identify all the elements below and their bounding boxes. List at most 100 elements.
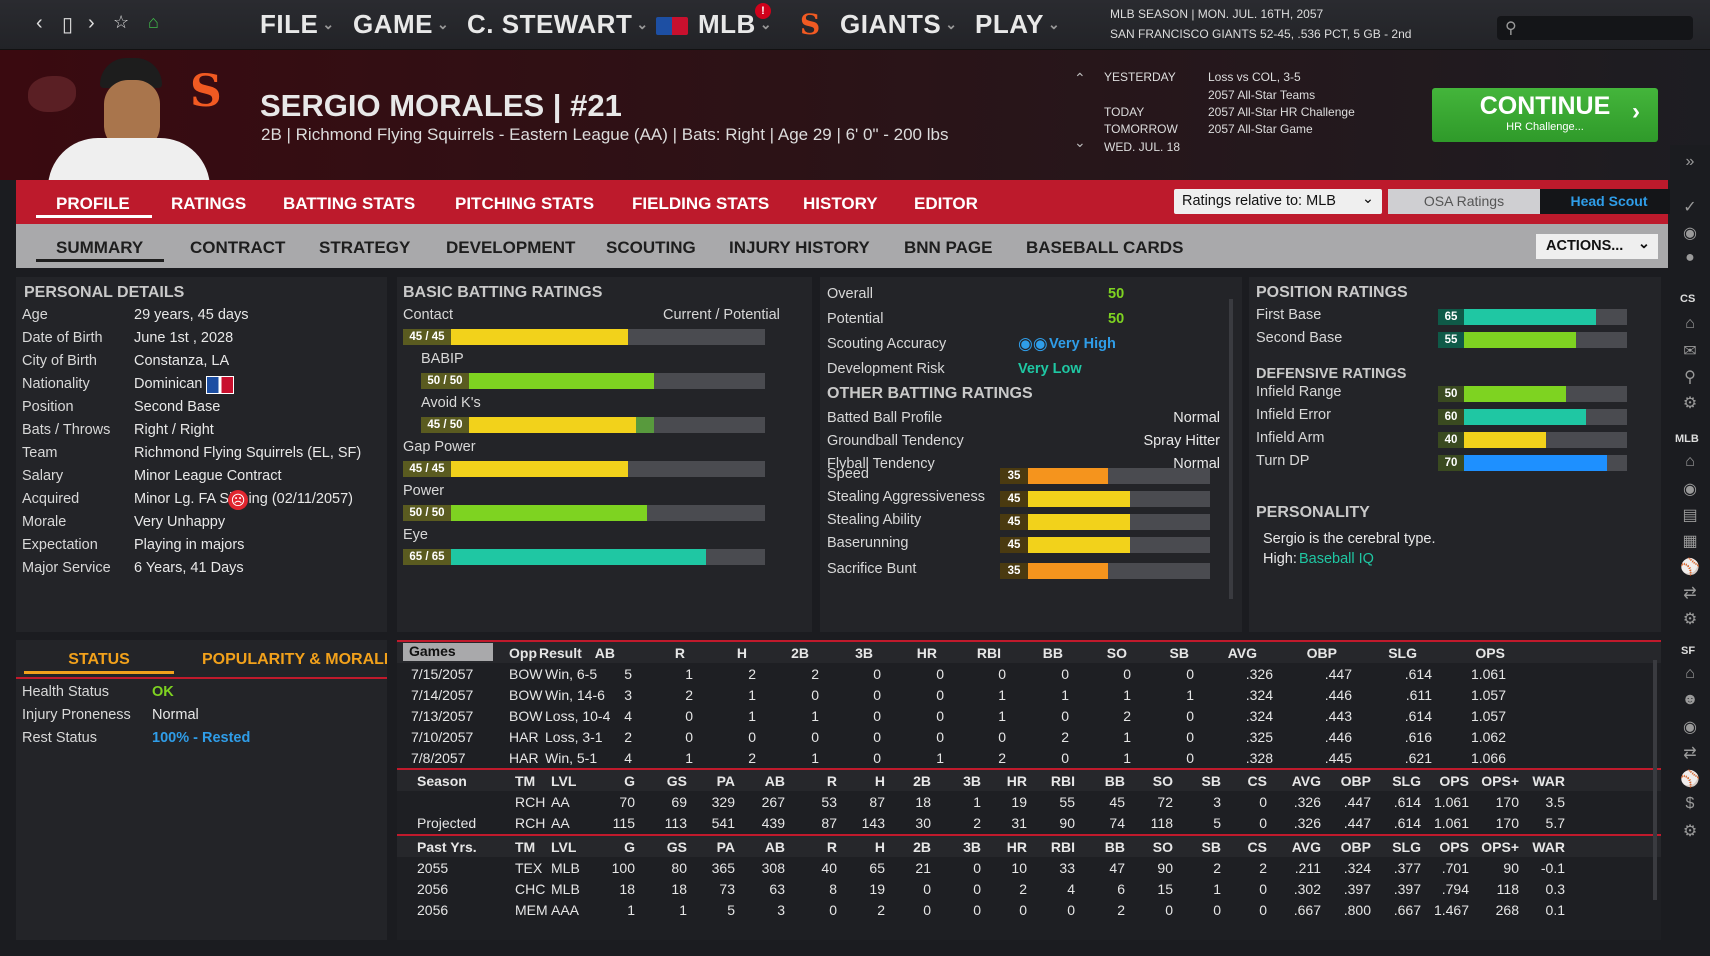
- past-label: 2056: [417, 902, 449, 918]
- tab-summary[interactable]: SUMMARY: [56, 238, 144, 257]
- double-chevron-icon[interactable]: »: [1685, 153, 1695, 170]
- tab-scouting[interactable]: SCOUTING: [606, 238, 696, 257]
- defensive-rating-bar: 60: [1438, 409, 1627, 425]
- season-row[interactable]: RCH AA 70 69 329 267 53 87 18 1 19 55 45 72 3 0 .326 .447…: [397, 791, 1661, 814]
- menu-manager[interactable]: C. STEWART ⌄: [467, 9, 649, 39]
- past-row[interactable]: 2056 CHC MLB 18 18 73 63 8 19 0 0 2 4 6 15 1 0 .302 .397 .3…: [397, 878, 1661, 901]
- tab-fielding-stats[interactable]: FIELDING STATS: [632, 194, 770, 213]
- gear-icon[interactable]: ⚙: [1682, 611, 1698, 628]
- home-icon[interactable]: ⌂: [1685, 665, 1695, 682]
- allstar-teams-value[interactable]: 2057 All-Star Teams: [1208, 88, 1316, 102]
- menu-file[interactable]: FILE ⌄: [260, 9, 335, 39]
- games-column-header: H: [736, 645, 747, 661]
- tab-strategy[interactable]: STRATEGY: [319, 238, 411, 257]
- transfer-icon[interactable]: ⇄: [1683, 585, 1697, 602]
- yesterday-value[interactable]: Loss vs COL, 3-5: [1208, 70, 1301, 84]
- transfer-icon[interactable]: ⇄: [1683, 745, 1697, 762]
- continue-button[interactable]: CONTINUE HR Challenge... ›: [1432, 88, 1658, 142]
- tab-pitching-stats[interactable]: PITCHING STATS: [455, 194, 595, 213]
- season-team: AA: [551, 794, 570, 810]
- expectation-value: Playing in majors: [134, 537, 245, 553]
- speed-rating-fill: [1028, 514, 1131, 530]
- past-column-header: G: [624, 839, 635, 855]
- past-header-row: Past Yrs. TM LVL G GS PA AB R H 2B 3B HR RBI BB SO SB CS…: [397, 834, 1661, 857]
- tab-history[interactable]: HISTORY: [803, 194, 878, 213]
- past-column-header: SLG: [1392, 839, 1421, 855]
- home-icon[interactable]: ⌂: [1685, 453, 1695, 470]
- location-icon[interactable]: ◉: [1683, 481, 1697, 498]
- tab-popularity-morale[interactable]: POPULARITY & MORALE: [202, 651, 387, 668]
- home-icon[interactable]: ⌂: [148, 12, 159, 32]
- bulb-icon[interactable]: ●: [1685, 249, 1695, 266]
- search-icon[interactable]: ⚲: [1684, 369, 1696, 386]
- forward-icon[interactable]: ›: [88, 12, 95, 34]
- globe-icon[interactable]: ◉: [1683, 225, 1697, 242]
- game-row[interactable]: 7/15/2057 BOW Win, 6-5 5 1 2 2 0 0 0 0 0 0 .326 .447 .6…: [397, 663, 1661, 686]
- past-stat: 2: [877, 902, 885, 918]
- game-row[interactable]: 7/10/2057 HAR Loss, 3-1 2 0 0 0 0 0 0 2 1 0 .325 .446.…: [397, 726, 1661, 749]
- tab-development[interactable]: DEVELOPMENT: [446, 238, 576, 257]
- tab-contract[interactable]: CONTRACT: [190, 238, 286, 257]
- gear-icon[interactable]: ⚙: [1682, 395, 1698, 412]
- baseball-icon[interactable]: ⚾: [1680, 559, 1700, 576]
- game-opponent: HAR: [509, 750, 539, 766]
- player-info: 2B | Richmond Flying Squirrels - Eastern…: [261, 125, 949, 144]
- gear-icon[interactable]: ⚙: [1682, 823, 1698, 840]
- games-column-header: OPS: [1475, 645, 1505, 661]
- other-rating-label: Batted Ball Profile: [827, 410, 943, 426]
- osa-ratings-button[interactable]: OSA Ratings: [1388, 189, 1540, 214]
- tab-baseball-cards[interactable]: BASEBALL CARDS: [1026, 238, 1184, 257]
- menu-game[interactable]: GAME ⌄: [353, 9, 450, 39]
- date-of-birth-label: Date of Birth: [22, 330, 103, 346]
- users-icon[interactable]: ☻: [1681, 691, 1699, 708]
- season-team: RCH: [515, 815, 546, 831]
- location-icon[interactable]: ◉: [1683, 719, 1697, 736]
- search-input[interactable]: ⚲: [1497, 16, 1693, 40]
- game-stat: 1: [1123, 729, 1131, 745]
- season-stat: 19: [1011, 794, 1027, 810]
- star-icon[interactable]: ☆: [113, 12, 130, 32]
- menu-giants[interactable]: GIANTS ⌄: [840, 9, 958, 39]
- game-stat: 4: [624, 750, 632, 766]
- games-select[interactable]: Games: [403, 643, 493, 661]
- actions-dropdown[interactable]: ACTIONS... ⌄: [1536, 234, 1658, 259]
- tab-batting-stats[interactable]: BATTING STATS: [283, 194, 416, 213]
- today-value[interactable]: 2057 All-Star HR Challenge: [1208, 105, 1355, 119]
- mail-icon[interactable]: ✉: [1683, 343, 1697, 360]
- tab-editor[interactable]: EDITOR: [914, 194, 978, 213]
- past-row[interactable]: 2055 TEX MLB 100 80 365 308 40 65 21 0 10 33 47 90 2 2 .2…: [397, 857, 1661, 880]
- scrollbar[interactable]: [1229, 299, 1233, 599]
- past-row[interactable]: 2056 MEM AAA 1 1 5 3 0 2 0 0 0 0 2 0 0 0 .667 .800 .667 1.46…: [397, 899, 1661, 922]
- game-stat: 0: [873, 687, 881, 703]
- chevron-down-icon[interactable]: ⌄: [1074, 134, 1086, 150]
- tab-injury-history[interactable]: INJURY HISTORY: [729, 238, 870, 257]
- game-row[interactable]: 7/14/2057 BOW Win, 14-6 3 2 1 0 0 0 1 1 1 1 .324 .446.…: [397, 684, 1661, 707]
- head-scout-button[interactable]: Head Scout: [1540, 189, 1678, 214]
- menu-play[interactable]: PLAY ⌄: [975, 9, 1061, 39]
- past-stat: 19: [869, 881, 885, 897]
- tomorrow-value[interactable]: 2057 All-Star Game: [1208, 122, 1313, 136]
- back-icon[interactable]: ‹: [36, 12, 43, 34]
- game-row[interactable]: 7/8/2057 HAR Win, 5-1 4 1 2 1 0 1 2 0 1 0 .328 .445 .62…: [397, 747, 1661, 770]
- window-icon[interactable]: ▯: [62, 14, 74, 36]
- game-stat: 0: [748, 729, 756, 745]
- menu-mlb[interactable]: MLB ⌄: [698, 9, 773, 39]
- scrollbar[interactable]: [1653, 660, 1657, 900]
- chevron-up-icon[interactable]: ⌃: [1074, 70, 1086, 86]
- ratings-relative-select[interactable]: Ratings relative to: MLB ⌄: [1174, 189, 1382, 214]
- past-stat: 18: [671, 881, 687, 897]
- tab-bnn-page[interactable]: BNN PAGE: [904, 238, 993, 257]
- check-icon[interactable]: ✓: [1683, 199, 1697, 216]
- tab-profile[interactable]: PROFILE: [56, 194, 130, 213]
- chart-icon[interactable]: ▦: [1682, 533, 1698, 550]
- game-stat: 2: [685, 687, 693, 703]
- home-icon[interactable]: ⌂: [1685, 315, 1695, 332]
- tab-status[interactable]: STATUS: [24, 644, 174, 674]
- baseball-icon[interactable]: ⚾: [1680, 771, 1700, 788]
- speed-rating-fill: [1028, 563, 1108, 579]
- season-row[interactable]: Projected RCH AA 115 113 541 439 87 143 30 2 31 90 74…: [397, 812, 1661, 835]
- news-icon[interactable]: ▤: [1682, 507, 1698, 524]
- tab-ratings[interactable]: RATINGS: [171, 194, 247, 213]
- dollar-icon[interactable]: $: [1685, 795, 1695, 812]
- game-row[interactable]: 7/13/2057 BOW Loss, 10-4 4 0 1 1 0 0 1 0 2 0 .324 .443…: [397, 705, 1661, 728]
